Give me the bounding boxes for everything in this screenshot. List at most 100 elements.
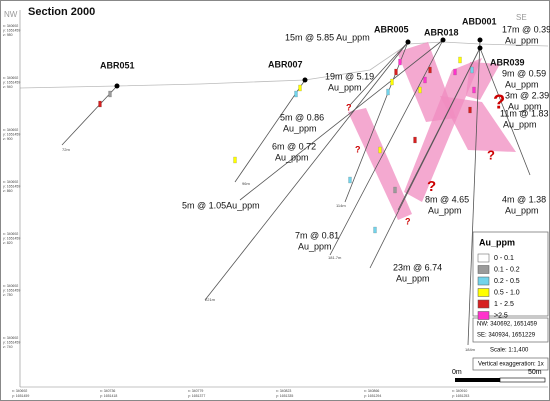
intercept-label: 8m @ 4.65 [425,194,469,204]
intercept-label: 19m @ 5.19 [325,71,374,81]
se-label: SE [516,13,527,22]
intercept-label: 17m @ 0.39 [502,24,550,34]
collar [405,39,411,45]
elevation-label: z: 780 [3,293,13,297]
legend-swatch [477,288,490,297]
elevation-label: x: 340692 [3,336,18,340]
topography [19,41,549,89]
elevation-label: x: 340692 [3,24,18,28]
intercept-label: 11m @ 1.83 [500,108,549,118]
query-mark: ? [405,216,411,226]
query-mark: ? [355,144,361,154]
intercept-label: Au_ppm [505,35,539,45]
scale-bar [455,377,546,383]
intercept-label: Au_ppm [298,241,332,251]
exaggeration-box [472,357,549,371]
easting-label: x: 340692 [12,389,27,393]
exaggeration-text: Vertical exaggeration: 1x [478,362,544,368]
assay-segment [348,176,352,184]
legend-label: 0.5 - 1.0 [494,289,520,296]
intercept-label: Au_ppm [328,82,362,92]
query-mark: ? [346,102,352,112]
depth-label: 72m [62,147,70,152]
intercept-label: Au_ppm [503,119,537,129]
intercept-label: 4m @ 1.38 [502,194,546,204]
nw-label: NW [4,10,18,19]
info-box [472,317,549,343]
collar [302,77,308,83]
intercept-label: Au_ppm [508,101,542,111]
intercept-label: 23m @ 6.74 [393,262,442,272]
assay-segment [373,226,377,234]
assay-segment [398,58,402,66]
assay-segment [233,156,237,164]
elevation-label: z: 980 [3,33,13,37]
legend-label: >2.5 [494,312,508,319]
easting-label: x: 340779 [188,389,203,393]
hole-label: ABR018 [424,27,459,37]
title: Section 2000 [28,6,95,18]
assay-segment [394,68,398,76]
assay-segment [393,186,397,194]
assay-segment [423,76,427,84]
easting-label: x: 340823 [276,389,291,393]
depth-label: 221m [205,297,216,302]
collar [440,37,446,43]
elevation-label: z: 820 [3,241,13,245]
scale-start: 0m [452,369,462,376]
assay-segment [298,84,302,92]
query-mark: ? [427,178,436,195]
assay-segment [98,100,102,108]
elevation-label: x: 340692 [3,128,18,132]
intercept-label: 9m @ 0.59 [502,68,546,78]
legend-label: 0.1 - 0.2 [494,266,520,273]
easting-label: y: 1651253 [452,394,469,398]
intercept-label: 6m @ 0.72 [272,141,316,151]
query-mark: ? [487,147,495,162]
assay-segment [418,86,422,94]
collar [114,83,120,89]
collar [477,37,483,43]
intercept-label: 3m @ 2.39 [505,90,549,100]
elevation-label: z: 900 [3,137,13,141]
intercept-label: 7m @ 0.81 [295,230,339,240]
hole-label: ABR051 [100,60,135,70]
legend-swatch [477,276,490,286]
intercept-label: Au_ppm [505,79,539,89]
info-se: SE: 340934, 1651229 [477,333,536,339]
hole-label: ABD001 [462,16,497,26]
easting-label: y: 1651294 [364,394,381,398]
legend-swatch [477,299,490,309]
depth-label: 184m [465,347,476,352]
depth-label: 114m [336,203,346,208]
hole-label: ABR039 [490,57,525,67]
elevation-label: y: 1651459 [3,28,20,32]
assay-segment [458,56,462,64]
assay-segment [470,66,474,74]
assay-segment [390,78,394,86]
scale-end: 50m [528,369,542,376]
easting-label: y: 1651459 [12,394,29,398]
intercept-label: Au_ppm [428,205,462,215]
legend-title: Au_ppm [479,237,515,247]
intercept-label: 15m @ 5.85 Au_ppm [285,32,370,42]
assay-segment [378,146,382,154]
elevation-label: x: 340692 [3,232,18,236]
elevation-label: y: 1651459 [3,132,20,136]
legend-label: 0.2 - 0.5 [494,278,520,285]
easting-label: y: 1651335 [276,394,293,398]
collar [477,45,483,51]
assay-segment [386,88,390,96]
assay-segment [294,90,298,98]
intercept-label: 5m @ 0.86 [280,112,324,122]
assay-segment [108,90,112,98]
assay-segment [413,136,417,144]
elevation-label: y: 1651459 [3,236,20,240]
intercept-label: Au_ppm [275,152,309,162]
query-mark: ? [493,91,505,113]
elevation-label: x: 340692 [3,76,18,80]
elevation-label: z: 860 [3,189,13,193]
easting-label: x: 340910 [452,389,467,393]
elevation-label: x: 340692 [3,180,18,184]
